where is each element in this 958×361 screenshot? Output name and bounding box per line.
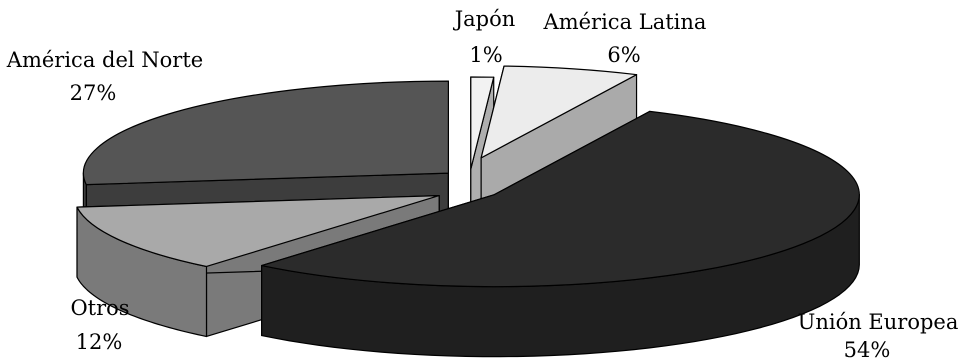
- slice-value-label: 12%: [76, 330, 123, 354]
- label-otros: Otros 12%: [70, 296, 129, 354]
- pie-slice-top: [470, 76, 495, 170]
- slice-value-label: 6%: [607, 43, 640, 67]
- label-america-del-norte: América del Norte 27%: [6, 48, 203, 105]
- slice-name-label: Unión Europea: [798, 310, 958, 334]
- pie-slice: [261, 110, 860, 358]
- pie-slice-top: [76, 194, 440, 268]
- slice-name-label: Japón: [453, 7, 516, 31]
- pie-slice-top: [82, 80, 449, 186]
- slice-value-label: 54%: [844, 338, 891, 361]
- label-japon: Japón 1%: [453, 7, 516, 67]
- slice-value-label: 27%: [70, 81, 117, 105]
- label-union-europea: Unión Europea 54%: [798, 310, 958, 361]
- pie-slices: [76, 65, 860, 358]
- pie-slice-top: [261, 110, 860, 288]
- slice-name-label: América del Norte: [6, 48, 203, 72]
- slice-name-label: Otros: [70, 296, 129, 320]
- label-america-latina: América Latina 6%: [543, 10, 707, 67]
- slice-value-label: 1%: [469, 43, 502, 67]
- pie-slice-top: [480, 65, 638, 159]
- slice-name-label: América Latina: [543, 10, 707, 34]
